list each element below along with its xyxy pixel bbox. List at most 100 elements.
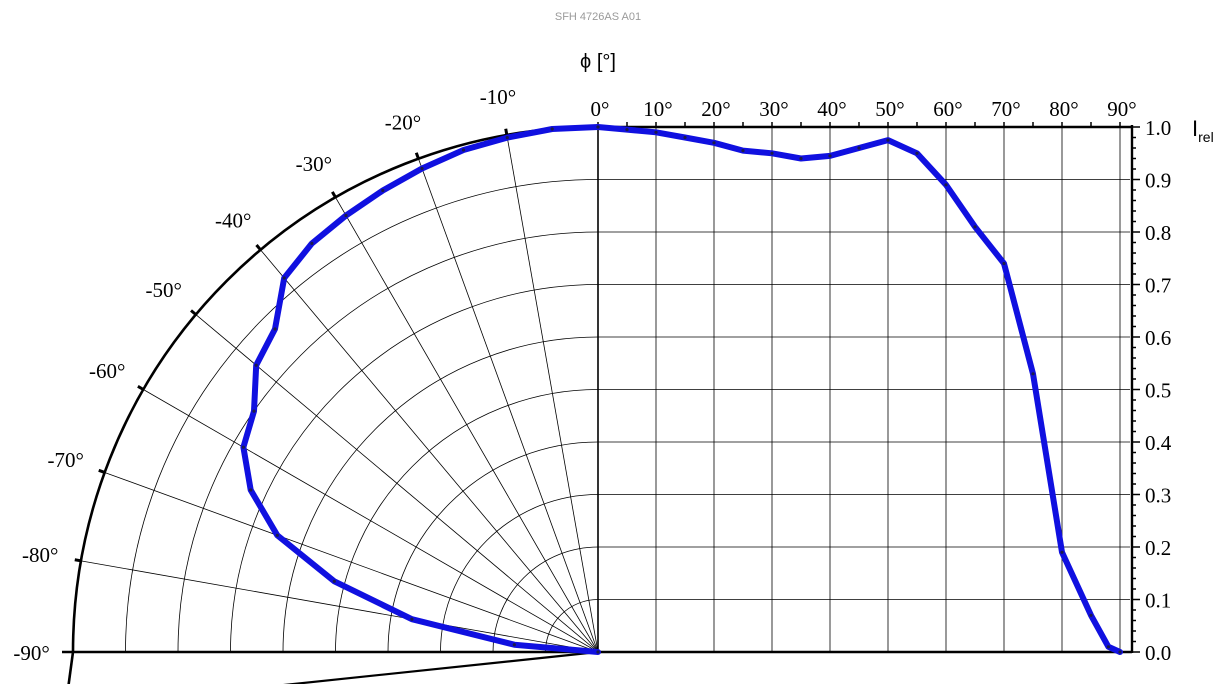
- data-point: [915, 151, 919, 155]
- angle-tick-label: -90°: [13, 641, 49, 665]
- angle-tick-label: 70°: [991, 97, 1020, 121]
- x-axis-label: ϕ [°]: [580, 51, 616, 73]
- angle-tick-label: -80°: [22, 543, 58, 567]
- data-point: [550, 127, 554, 131]
- polar-grid-arc: [177, 231, 599, 653]
- polar-outer-tick: [414, 152, 420, 160]
- data-point: [332, 579, 336, 583]
- y-tick-label: 0.7: [1145, 274, 1171, 298]
- y-tick-label: 0.2: [1145, 536, 1171, 560]
- polar-outer-tick: [504, 128, 509, 136]
- polar-boundary-line: [283, 650, 599, 684]
- polar-outer-tick: [331, 191, 337, 199]
- polar-grid-arc: [545, 599, 599, 653]
- angle-tick-label: -10°: [480, 85, 516, 109]
- data-point: [381, 188, 385, 193]
- data-point: [973, 225, 977, 229]
- data-point: [273, 327, 277, 331]
- angle-tick-label: -50°: [145, 278, 181, 302]
- data-point: [505, 136, 509, 140]
- data-point: [420, 166, 424, 171]
- data-point: [770, 151, 774, 155]
- data-point: [1002, 261, 1006, 266]
- data-point: [596, 125, 600, 129]
- data-point: [1089, 613, 1093, 617]
- data-point: [683, 135, 687, 140]
- data-point: [310, 241, 314, 245]
- angle-tick-label: -70°: [47, 448, 83, 472]
- y-tick-label: 0.8: [1145, 221, 1171, 245]
- polar-grid-arc: [71, 125, 599, 653]
- angle-tick-label: 60°: [933, 97, 962, 121]
- polar-grid-spoke: [506, 134, 599, 653]
- polar-boundary-tail: [67, 651, 75, 684]
- angle-tick-label: -40°: [215, 209, 251, 233]
- polar-grid-arc: [492, 546, 599, 653]
- x-axis-symbol: ϕ: [580, 51, 597, 73]
- series-line-polar: [240, 124, 601, 655]
- x-axis-unit: [°]: [597, 51, 616, 73]
- y-tick-label: 0.6: [1145, 326, 1171, 350]
- polar-outer-tick: [255, 244, 262, 251]
- series: [240, 124, 1123, 655]
- chart-title: SFH 4726AS A01: [555, 11, 641, 23]
- polar-grid-spoke: [195, 314, 599, 653]
- data-point: [828, 154, 832, 158]
- data-point: [857, 146, 861, 150]
- angle-tick-label: 40°: [817, 97, 846, 121]
- y-axis-label-sub: rel: [1198, 129, 1214, 145]
- data-point: [410, 617, 414, 621]
- polar-grid-spoke: [260, 249, 599, 653]
- angle-tick-label: -20°: [385, 111, 421, 135]
- data-point: [1118, 650, 1122, 654]
- y-tick-label: 0.0: [1145, 641, 1171, 665]
- angle-tick-label: -60°: [89, 359, 125, 383]
- y-tick-label: 0.9: [1145, 169, 1171, 193]
- data-point: [1106, 645, 1110, 649]
- polar-grid-arc: [230, 284, 599, 653]
- data-point: [741, 149, 745, 153]
- angle-tick-label: 50°: [875, 97, 904, 121]
- data-point: [1031, 372, 1035, 376]
- data-point: [512, 643, 516, 647]
- polar-grid-arc: [440, 494, 599, 653]
- polar-grid-spoke: [80, 560, 599, 653]
- polar-grid-arc: [335, 389, 599, 653]
- polar-grid-arc: [125, 179, 599, 653]
- data-point: [886, 138, 890, 142]
- data-point: [596, 650, 600, 654]
- polar-outer-tick: [74, 558, 82, 563]
- angle-tick-label: -30°: [296, 152, 332, 176]
- polar-grid-arc: [387, 441, 599, 653]
- polar-outer-tick: [98, 468, 106, 474]
- angle-tick-label: 90°: [1107, 97, 1136, 121]
- angle-tick-label: 80°: [1049, 97, 1078, 121]
- polar-grid-spoke: [143, 389, 599, 653]
- y-tick-label: 0.3: [1145, 484, 1171, 508]
- polar-grid-spoke: [335, 197, 599, 653]
- data-point: [275, 533, 279, 537]
- y-tick-label: 1.0: [1145, 116, 1171, 140]
- data-point: [282, 276, 286, 280]
- angle-tick-label: 20°: [701, 97, 730, 121]
- data-point: [241, 445, 245, 449]
- data-point: [254, 363, 258, 367]
- data-point: [654, 130, 658, 134]
- polar-grid-spoke: [104, 472, 599, 653]
- y-tick-label: 0.1: [1145, 589, 1171, 613]
- data-point: [712, 141, 716, 145]
- polar-grid-spoke: [418, 158, 599, 653]
- data-point: [249, 488, 253, 492]
- data-point: [944, 183, 948, 187]
- series-line-cartesian: [595, 124, 1123, 655]
- data-point: [625, 128, 629, 132]
- polar-grid-arc: [282, 336, 599, 653]
- angle-tick-label: 10°: [643, 97, 672, 121]
- y-tick-label: 0.5: [1145, 379, 1171, 403]
- axes: [62, 122, 1140, 654]
- y-axis-label-main: I: [1192, 116, 1198, 141]
- y-axis-label: Irel: [1192, 116, 1214, 145]
- polar-outer-tick: [137, 385, 145, 391]
